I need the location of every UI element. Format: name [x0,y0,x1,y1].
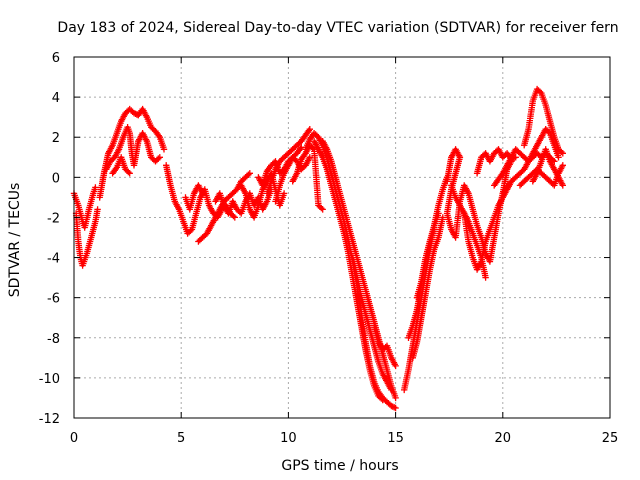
y-tick-label: -2 [47,211,60,226]
data-point-track [409,214,446,361]
data-point-track [529,146,566,189]
data-point-track [310,138,386,404]
y-tick-label: -4 [47,252,60,267]
data-point-track [96,105,168,201]
x-tick-label: 20 [495,431,512,446]
data-point-track [521,85,566,157]
chart-title: Day 183 of 2024, Sidereal Day-to-day VTE… [57,20,618,36]
x-tick-label: 15 [387,431,404,446]
x-tick-label: 0 [70,431,78,446]
y-tick-label: -8 [47,332,60,347]
data-point-track [72,206,101,269]
x-tick-label: 5 [177,431,185,446]
y-tick-label: 4 [52,91,60,106]
y-tick-label: 0 [52,171,60,186]
y-axis-label: SDTVAR / TECUs [7,183,23,298]
data-point-track [371,322,399,370]
data-point-track [103,124,163,173]
y-tick-label: -6 [47,292,60,307]
data-point-track [263,126,313,197]
x-axis-label: GPS time / hours [281,458,398,474]
data-point-track [349,254,395,394]
series-points [70,85,566,412]
grid [74,57,610,418]
data-point-track [182,182,206,213]
x-tick-label: 25 [602,431,619,446]
axis-ticks: 0 5 10 15 20 25 -12 -10 -8 -6 -4 -2 0 2 4 6 [39,51,619,446]
plot-frame [73,56,611,419]
y-tick-label: -12 [39,412,60,427]
data-point-track [109,154,133,177]
y-tick-label: 2 [52,131,60,146]
x-tick-label: 10 [280,431,297,446]
y-tick-label: 6 [52,51,60,66]
y-tick-label: -10 [39,372,60,387]
data-point-track [413,226,438,301]
data-point-track [289,142,326,213]
